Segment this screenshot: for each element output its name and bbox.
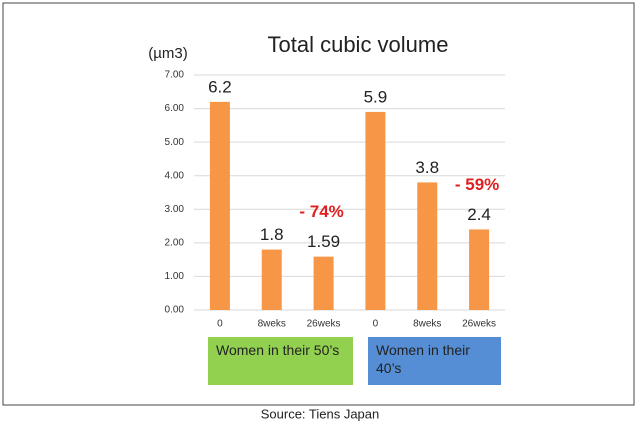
value-label: 5.9 — [364, 87, 388, 106]
value-label: 3.8 — [415, 158, 439, 177]
value-label: 1.8 — [260, 225, 284, 244]
group-label: Women in their 40’s — [368, 337, 501, 385]
source: Source: Tiens Japan — [261, 406, 380, 421]
x-tick-label: 0 — [217, 319, 223, 330]
y-unit: (µm3) — [148, 45, 187, 62]
y-tick-label: 3.00 — [165, 204, 185, 215]
chart-title: Total cubic volume — [268, 32, 449, 57]
y-tick-label: 6.00 — [165, 103, 185, 114]
y-tick-label: 2.00 — [165, 237, 185, 248]
x-tick-label: 8weks — [258, 319, 286, 330]
y-tick-label: 4.00 — [165, 170, 185, 181]
frame — [2, 2, 635, 406]
value-label: 1.59 — [307, 232, 340, 251]
annotation: - 59% — [455, 175, 499, 194]
group-label: Women in their 50’s — [208, 337, 353, 385]
annotation: - 74% — [299, 202, 343, 221]
y-tick-label: 1.00 — [165, 271, 185, 282]
x-tick-label: 8weks — [413, 319, 441, 330]
y-tick-label: 7.00 — [165, 70, 185, 81]
x-tick-label: 26weks — [307, 319, 341, 330]
x-tick-label: 0 — [373, 319, 379, 330]
y-tick-label: 0.00 — [165, 305, 185, 316]
bar — [209, 101, 230, 310]
x-tick-label: 26weks — [462, 319, 496, 330]
bar — [417, 182, 438, 310]
y-tick-label: 5.00 — [165, 137, 185, 148]
value-label: 2.4 — [467, 205, 491, 224]
value-label: 6.2 — [208, 77, 232, 96]
bar — [365, 111, 386, 310]
bar — [469, 229, 490, 310]
bar — [313, 256, 334, 310]
bar — [261, 249, 282, 310]
